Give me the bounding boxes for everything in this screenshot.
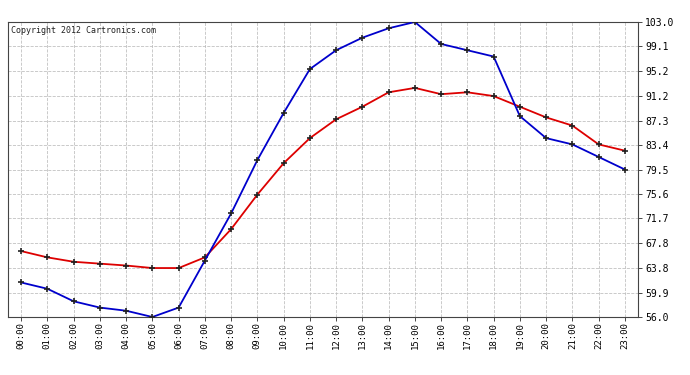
Text: Copyright 2012 Cartronics.com: Copyright 2012 Cartronics.com [11, 26, 156, 35]
Text: Outdoor Temperature (Red) vs THSW Index (Blue) per Hour (24 Hours) 20120627: Outdoor Temperature (Red) vs THSW Index … [3, 4, 538, 18]
